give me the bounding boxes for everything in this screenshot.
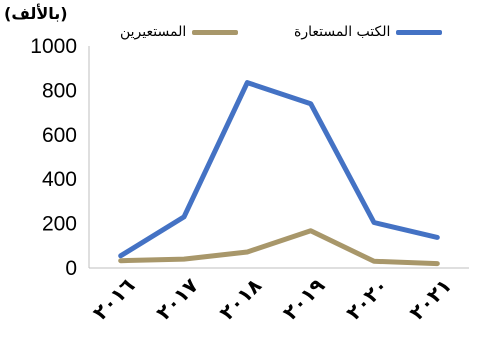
legend-item-borrowed-books: الكتب المستعارة (294, 24, 443, 40)
y-tick-label: 600 (42, 124, 77, 147)
x-tick-label: ٢٠١٧ (151, 273, 202, 324)
series-line-borrowers (118, 228, 440, 267)
legend-item-borrowers: المستعيرين (120, 24, 239, 40)
series-line-borrowed-books (118, 80, 440, 259)
x-tick-label: ٢٠١٩ (278, 273, 329, 324)
x-tick-label: ٢٠٢٠ (341, 273, 392, 324)
legend-label-borrowed-books: الكتب المستعارة (294, 24, 391, 40)
series-lines (118, 80, 440, 267)
y-tick-label: 1000 (30, 35, 77, 58)
legend-swatch-borrowers (192, 29, 239, 35)
y-tick-label: 200 (42, 213, 77, 236)
y-tick-labels: 0 200 400 600 800 1000 (30, 35, 77, 280)
y-tick-label: 0 (65, 257, 77, 280)
y-tick-label: 800 (42, 79, 77, 102)
x-tick-label: ٢٠١٨ (215, 273, 266, 324)
legend-label-borrowers: المستعيرين (120, 24, 187, 40)
x-tick-label: ٢٠١٦ (88, 273, 139, 324)
x-tick-labels: ٢٠١٦ ٢٠١٧ ٢٠١٨ ٢٠١٩ ٢٠٢٠ ٢٠٢١ (88, 273, 456, 324)
legend-swatch-borrowed-books (396, 29, 443, 35)
x-tick-label: ٢٠٢١ (405, 273, 456, 324)
y-unit-label: (بالألف) (4, 4, 68, 23)
y-tick-label: 400 (42, 168, 77, 191)
